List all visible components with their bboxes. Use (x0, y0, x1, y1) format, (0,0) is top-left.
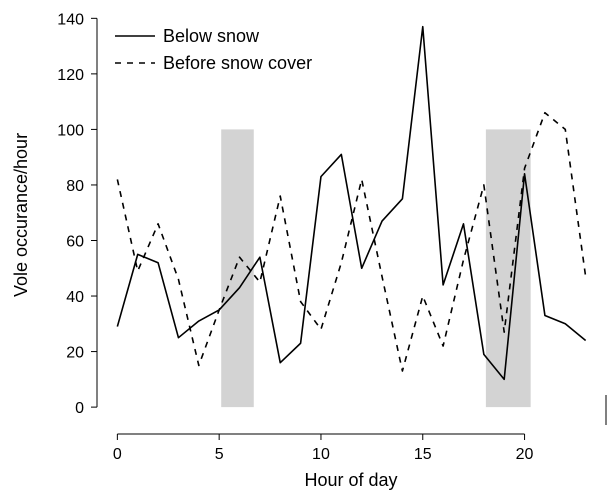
y-tick-label-3: 60 (66, 233, 84, 250)
x-tick-label-3: 15 (414, 446, 432, 463)
x-axis-title: Hour of day (304, 470, 397, 490)
series-line-0 (116, 25, 587, 381)
legend: Below snow Before snow cover (115, 26, 312, 73)
y-tick-label-0: 0 (75, 400, 84, 417)
series-lines (116, 25, 587, 381)
x-tick-label-0: 0 (113, 446, 122, 463)
y-tick-label-4: 80 (66, 178, 84, 195)
legend-label-below-snow: Below snow (163, 26, 260, 46)
shaded-region-1 (485, 129, 531, 408)
y-tick-label-5: 100 (57, 122, 84, 139)
x-tick-label-1: 5 (215, 446, 224, 463)
x-tick-label-4: 20 (516, 446, 534, 463)
y-tick-label-1: 20 (66, 345, 84, 362)
y-tick-label-6: 120 (57, 67, 84, 84)
y-tick-label-2: 40 (66, 289, 84, 306)
y-axis-title: Vole occurance/hour (11, 133, 31, 297)
y-tick-label-7: 140 (57, 11, 84, 28)
series-line-1 (116, 111, 587, 372)
x-tick-label-2: 10 (312, 446, 330, 463)
shaded-regions (221, 129, 531, 408)
legend-label-before-snow-cover: Before snow cover (163, 53, 312, 73)
axes: 0 5 10 15 20 0 20 40 60 80 100 120 140 (57, 11, 607, 463)
